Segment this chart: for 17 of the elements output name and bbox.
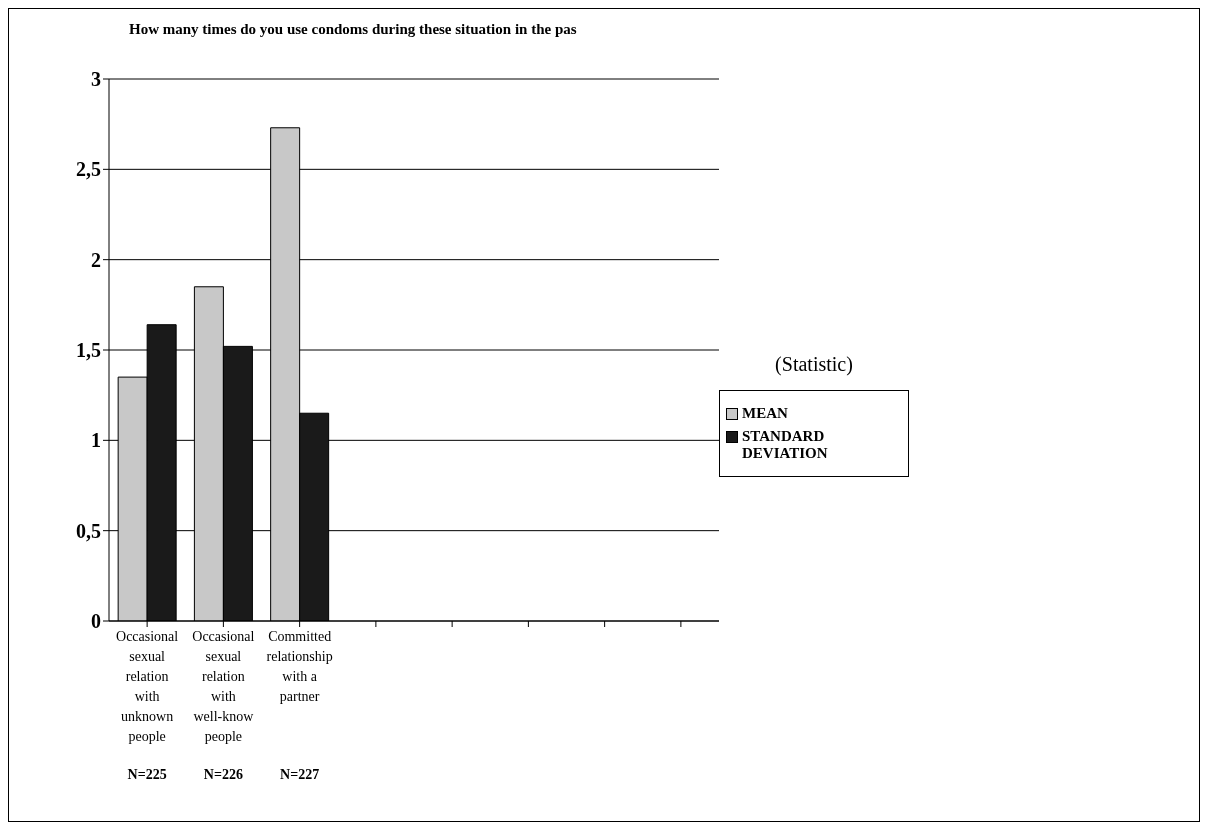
legend-label: MEAN [742,405,788,422]
x-tick-label: Committed relationship with a partner [266,629,333,704]
y-tick-label: 1,5 [76,339,101,362]
y-tick-label: 2 [91,248,101,271]
y-tick-label: 0,5 [76,519,101,542]
legend-label: STANDARD DEVIATION [742,428,829,462]
text: N=227 [280,767,320,782]
text: N=225 [127,767,167,782]
y-tick-label: 2,5 [76,158,101,181]
x-tick-label: Occasional sexual relation with unknown people [116,629,179,744]
y-tick-label: 0 [91,610,101,633]
y-tick-label: 3 [91,68,101,91]
chart-title: How many times do you use condoms during these situation in the pas [129,21,577,38]
legend-title: (Statistic) [774,353,854,376]
y-tick-label: 1 [91,429,101,452]
text: N=226 [203,767,243,782]
x-tick-label: Occasional sexual relation with well-know people [192,629,255,744]
